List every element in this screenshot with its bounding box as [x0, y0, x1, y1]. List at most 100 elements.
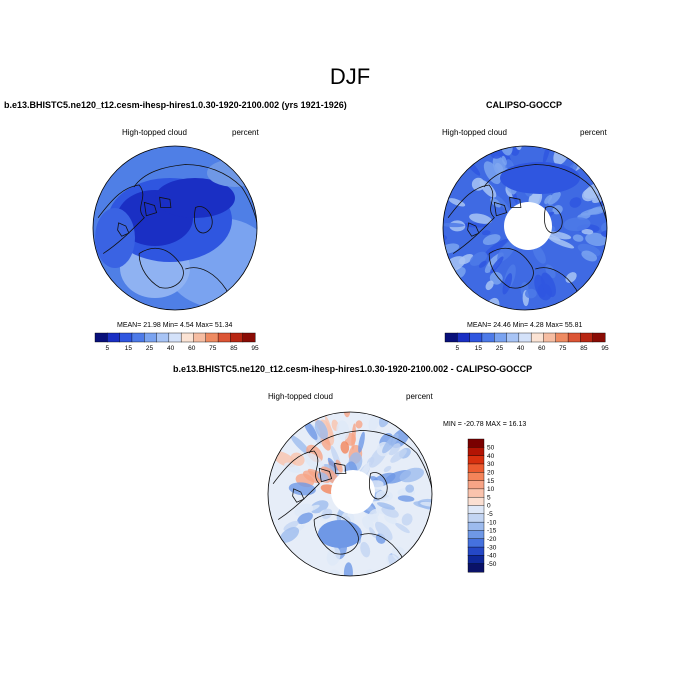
map-field	[489, 271, 503, 285]
map-field	[525, 288, 537, 299]
colorbar-swatch	[156, 332, 170, 343]
map-field	[495, 195, 510, 211]
colorbar-swatch	[467, 480, 485, 490]
colorbar-tick-label: 5	[487, 494, 491, 501]
colorbar-swatch	[94, 332, 108, 343]
map-field	[563, 217, 591, 232]
map-field	[569, 197, 582, 208]
coastline	[488, 247, 534, 289]
coastline	[369, 472, 388, 500]
map-field	[303, 420, 318, 440]
map-field	[304, 452, 325, 472]
map-field	[283, 520, 299, 531]
colorbar-tick-label: 95	[601, 345, 609, 352]
colorbar-tick-label: 15	[475, 345, 483, 352]
colorbar-tick-label: 0	[487, 503, 491, 510]
coastline	[318, 467, 333, 483]
colorbar-tick-label: 60	[188, 345, 196, 352]
map-field	[288, 482, 316, 496]
colorbar-swatch	[193, 332, 207, 343]
map-border	[442, 145, 608, 311]
map-field	[95, 208, 135, 268]
map-field	[351, 423, 356, 450]
panel1-left-string: High-topped cloud	[122, 128, 187, 137]
colorbar-tick-label: 30	[487, 461, 495, 468]
panel1-stats: MEAN= 21.98 Min= 4.54 Max= 51.34	[117, 322, 233, 329]
map-field	[207, 159, 257, 187]
map-field	[377, 502, 395, 510]
map-field	[395, 522, 410, 534]
no-data-pole	[331, 470, 375, 514]
coastline	[313, 513, 359, 555]
colorbar-swatch	[205, 332, 219, 343]
colorbar-swatch	[467, 488, 485, 498]
colorbar-swatch	[131, 332, 145, 343]
map-field	[547, 191, 561, 205]
map-field	[382, 433, 399, 454]
map-field	[335, 459, 343, 473]
colorbar-swatch	[444, 332, 458, 343]
coastline	[133, 164, 257, 223]
map-field	[515, 146, 522, 151]
map-field	[290, 452, 305, 466]
panel2-right-string: percent	[580, 128, 607, 137]
map-field	[399, 467, 425, 483]
map-field	[500, 162, 580, 194]
map-field	[155, 178, 235, 218]
colorbar-tick-label: 10	[487, 486, 495, 493]
map-field	[420, 501, 432, 507]
map-field	[552, 204, 563, 215]
map-field	[443, 222, 465, 228]
colorbar-swatch	[506, 332, 520, 343]
coastline	[159, 196, 172, 208]
map-panel-1	[92, 145, 258, 311]
map-field	[355, 420, 363, 429]
map-field	[580, 207, 604, 216]
panel3-stats: MIN = -20.78 MAX = 16.13	[443, 421, 527, 428]
map-field	[490, 256, 504, 274]
map-field	[509, 146, 520, 156]
coastline	[97, 184, 145, 254]
map-field	[397, 495, 415, 502]
map-border	[267, 411, 433, 577]
map-field	[401, 513, 413, 526]
map-field	[481, 230, 491, 236]
coastline	[509, 196, 522, 208]
colorbar-tick-label: 50	[487, 445, 495, 452]
colorbar-tick-label: -50	[487, 561, 497, 568]
coastline	[483, 164, 607, 223]
map-field	[500, 146, 513, 156]
map-field	[484, 238, 508, 256]
colorbar-swatch	[467, 496, 485, 507]
map-field	[326, 546, 341, 566]
map-field	[336, 420, 350, 441]
map-field	[320, 466, 339, 484]
panel2-left-string: High-topped cloud	[442, 128, 507, 137]
colorbar-swatch	[457, 332, 471, 343]
colorbar-tick-label: 40	[517, 345, 525, 352]
colorbar-tick-label: -30	[487, 544, 497, 551]
colorbar-tick-label: -5	[487, 511, 493, 518]
map-field	[448, 198, 466, 207]
colorbar-swatch	[518, 332, 532, 343]
colorbar-tick-label: 75	[209, 345, 217, 352]
colorbar-swatch	[555, 332, 569, 343]
map-field	[501, 155, 507, 166]
colorbar-swatch	[592, 332, 606, 343]
colorbar-tick-label: 60	[538, 345, 546, 352]
figure-title: DJF	[329, 64, 371, 89]
colorbar-swatch	[530, 332, 544, 343]
map-field	[388, 443, 401, 456]
colorbar-swatch	[567, 332, 581, 343]
map-field	[405, 484, 415, 493]
colorbar-tick-label: -20	[487, 536, 497, 543]
map-field	[485, 280, 494, 291]
colorbar-panel-2: 5 15 25 40 60 75 85 95	[444, 332, 609, 352]
map-field	[390, 448, 407, 463]
colorbar-tick-label: -15	[487, 528, 497, 535]
colorbar-tick-label: -40	[487, 553, 497, 560]
coastline	[334, 462, 347, 474]
map-field	[368, 508, 380, 521]
